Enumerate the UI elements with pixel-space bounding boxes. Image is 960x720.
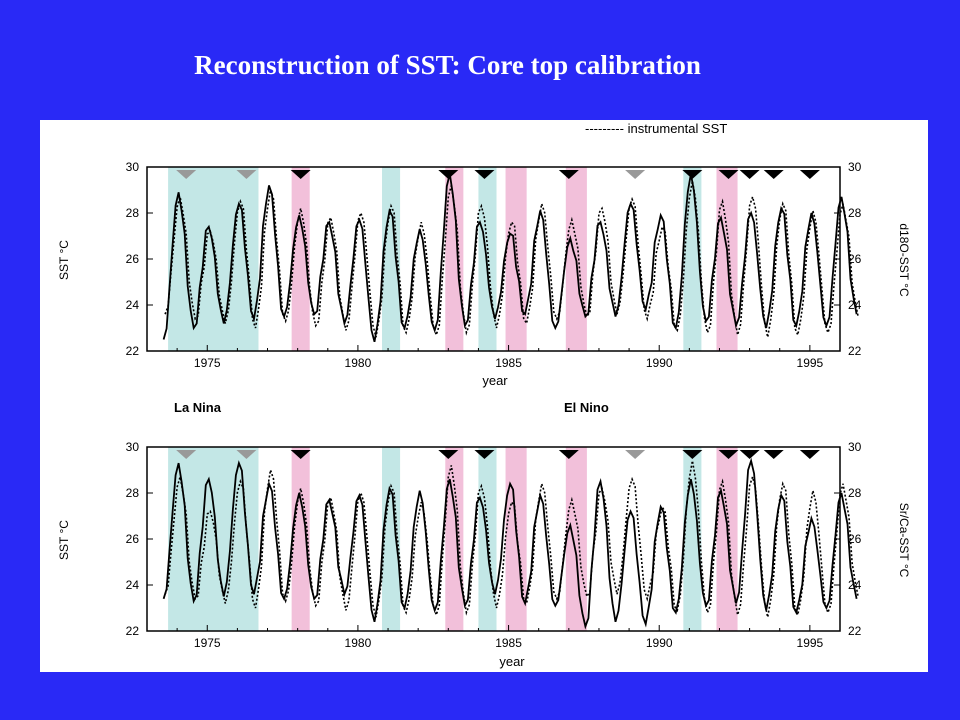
enso-event-marker (176, 170, 197, 179)
slide-title: Reconstruction of SST: Core top calibrat… (194, 50, 701, 80)
enso-event-marker (474, 170, 495, 179)
x-tick-label: 1985 (495, 636, 522, 650)
instrumental-sst-line (164, 180, 859, 338)
y2-tick-label: 24 (848, 578, 862, 592)
x-tick-label: 1975 (194, 356, 221, 370)
y-tick-label: 30 (126, 160, 140, 174)
enso-event-marker (236, 170, 257, 179)
enso-event-marker (236, 450, 257, 459)
top-y-axis-title: SST °C (57, 240, 71, 280)
enso-event-marker (739, 170, 760, 179)
enso-event-marker (718, 450, 739, 459)
enso-event-marker (718, 170, 739, 179)
bottom-event-markers (176, 450, 820, 459)
top-y2-axis-title: d18O-SST °C (897, 223, 911, 297)
el-nino-band (291, 167, 310, 351)
enso-event-marker (176, 450, 197, 459)
enso-event-marker (558, 170, 579, 179)
x-tick-label: 1990 (646, 636, 673, 650)
bottom-enso-bands (168, 447, 738, 631)
la-nina-band (382, 447, 401, 631)
el-nino-band (445, 447, 464, 631)
el-nino-band (445, 167, 464, 351)
bottom-y2-axis-title: Sr/Ca-SST °C (897, 503, 911, 578)
enso-event-marker (799, 170, 820, 179)
y-tick-label: 26 (126, 252, 140, 266)
x-tick-label: 1990 (646, 356, 673, 370)
x-tick-label: 1980 (345, 636, 372, 650)
enso-event-marker (290, 450, 311, 459)
y-tick-label: 28 (126, 486, 140, 500)
enso-event-marker (763, 450, 784, 459)
y2-tick-label: 22 (848, 344, 862, 358)
x-tick-label: 1995 (797, 636, 824, 650)
enso-event-marker (682, 170, 703, 179)
sst-figure: --------- instrumental SST 22 22 24 24 26 26 2… (57, 121, 911, 669)
bottom-x-axis-title: year (499, 654, 525, 669)
enso-event-marker (739, 450, 760, 459)
x-tick-label: 1985 (495, 356, 522, 370)
enso-event-marker (682, 450, 703, 459)
la-nina-band (478, 167, 497, 351)
y-tick-label: 26 (126, 532, 140, 546)
la-nina-band (382, 167, 401, 351)
la-nina-label: La Nina (174, 400, 222, 415)
proxy-sst-line (162, 457, 858, 630)
enso-event-marker (799, 450, 820, 459)
y2-tick-label: 22 (848, 624, 862, 638)
el-nino-band (291, 447, 310, 631)
y-tick-label: 24 (126, 298, 140, 312)
el-nino-band (716, 447, 738, 631)
enso-event-marker (763, 170, 784, 179)
y2-tick-label: 30 (848, 160, 862, 174)
la-nina-band (168, 167, 259, 351)
enso-event-marker (625, 170, 646, 179)
enso-event-marker (558, 450, 579, 459)
x-tick-label: 1995 (797, 356, 824, 370)
x-tick-label: 1980 (345, 356, 372, 370)
bottom-y-axis-title: SST °C (57, 520, 71, 560)
y-tick-label: 30 (126, 440, 140, 454)
x-tick-label: 1975 (194, 636, 221, 650)
y2-tick-label: 28 (848, 486, 862, 500)
enso-event-marker (625, 450, 646, 459)
top-event-markers (176, 170, 820, 179)
y2-tick-label: 28 (848, 206, 862, 220)
y-tick-label: 22 (126, 344, 140, 358)
enso-event-marker (438, 450, 459, 459)
el-nino-band (505, 447, 527, 631)
y-tick-label: 28 (126, 206, 140, 220)
top-series-lines (162, 173, 859, 343)
y2-tick-label: 30 (848, 440, 862, 454)
enso-event-marker (474, 450, 495, 459)
legend-instrumental-sst: --------- instrumental SST (585, 121, 727, 136)
bottom-series-lines (162, 457, 859, 630)
enso-event-marker (438, 170, 459, 179)
instrumental-sst-line (164, 460, 859, 618)
figure-panel: --------- instrumental SST 22 22 24 24 26 26 2… (40, 120, 928, 672)
top-x-axis-title: year (482, 373, 508, 388)
el-nino-band (565, 447, 587, 631)
el-nino-label: El Nino (564, 400, 609, 415)
enso-event-marker (290, 170, 311, 179)
proxy-sst-line (162, 173, 858, 343)
y-tick-label: 22 (126, 624, 140, 638)
y-tick-label: 24 (126, 578, 140, 592)
la-nina-band (168, 447, 259, 631)
